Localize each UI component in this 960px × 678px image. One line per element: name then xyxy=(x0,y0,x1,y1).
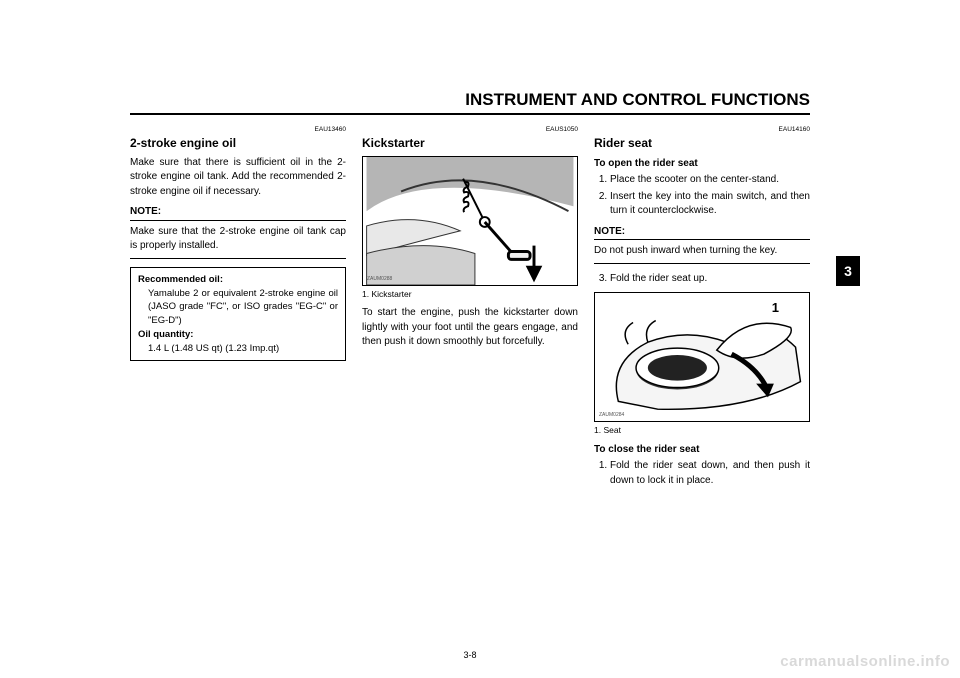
page-number: 3-8 xyxy=(130,650,810,660)
note-label: NOTE: xyxy=(594,225,625,240)
list-item: Place the scooter on the center-stand. xyxy=(610,173,810,188)
spec-box: Recommended oil: Yamalube 2 or equivalen… xyxy=(130,267,346,362)
intro-paragraph: Make sure that there is sufficient oil i… xyxy=(130,156,346,200)
list-item: Insert the key into the main switch, and… xyxy=(610,190,810,219)
close-seat-heading: To close the rider seat xyxy=(594,443,810,458)
illustration-code: ZAUM0288 xyxy=(367,276,392,283)
section-code: EAU14160 xyxy=(594,125,810,134)
column-2: EAUS1050 Kickstarter xyxy=(362,125,578,494)
kickstarter-illustration: ZAUM0288 xyxy=(362,156,578,286)
list-item: Fold the rider seat down, and then push … xyxy=(610,459,810,488)
content-columns: EAU13460 2-stroke engine oil Make sure t… xyxy=(130,125,810,494)
list-item: Fold the rider seat up. xyxy=(610,272,810,287)
note-end-rule xyxy=(594,263,810,264)
note-end-rule xyxy=(130,258,346,259)
open-seat-steps: Place the scooter on the center-stand. I… xyxy=(594,173,810,219)
spec-qty-value: 1.4 L (1.48 US qt) (1.23 Imp.qt) xyxy=(138,342,338,356)
column-1: EAU13460 2-stroke engine oil Make sure t… xyxy=(130,125,346,494)
note-text: Do not push inward when turning the key. xyxy=(594,244,810,259)
illustration-caption: 1. Seat xyxy=(594,424,810,436)
illustration-callout-1: 1 xyxy=(772,299,779,318)
section-heading: Rider seat xyxy=(594,135,810,152)
section-heading: 2-stroke engine oil xyxy=(130,135,346,152)
chapter-tab-stack xyxy=(836,108,860,256)
spec-oil-head: Recommended oil: xyxy=(138,273,338,287)
section-code: EAU13460 xyxy=(130,125,346,134)
kickstarter-svg xyxy=(363,157,577,285)
illustration-caption: 1. Kickstarter xyxy=(362,288,578,300)
open-seat-heading: To open the rider seat xyxy=(594,157,810,172)
step-3-list: Fold the rider seat up. xyxy=(594,272,810,287)
section-code: EAUS1050 xyxy=(362,125,578,134)
kickstarter-paragraph: To start the engine, push the kickstarte… xyxy=(362,306,578,350)
note-label: NOTE: xyxy=(130,205,161,220)
spec-oil-value: Yamalube 2 or equivalent 2-stroke engine… xyxy=(138,287,338,328)
chapter-tab: 3 xyxy=(836,256,860,286)
note-heading-row: NOTE: xyxy=(130,205,346,221)
page-title: INSTRUMENT AND CONTROL FUNCTIONS xyxy=(130,90,810,115)
watermark: carmanualsonline.info xyxy=(780,653,950,670)
note-heading-row: NOTE: xyxy=(594,225,810,241)
note-text: Make sure that the 2-stroke engine oil t… xyxy=(130,225,346,254)
section-heading: Kickstarter xyxy=(362,135,578,152)
seat-illustration: 1 ZAUM0284 xyxy=(594,292,810,422)
spec-qty-head: Oil quantity: xyxy=(138,328,338,342)
illustration-code: ZAUM0284 xyxy=(599,412,624,419)
close-seat-steps: Fold the rider seat down, and then push … xyxy=(594,459,810,488)
column-3: EAU14160 Rider seat To open the rider se… xyxy=(594,125,810,494)
manual-page: INSTRUMENT AND CONTROL FUNCTIONS EAU1346… xyxy=(130,90,810,670)
